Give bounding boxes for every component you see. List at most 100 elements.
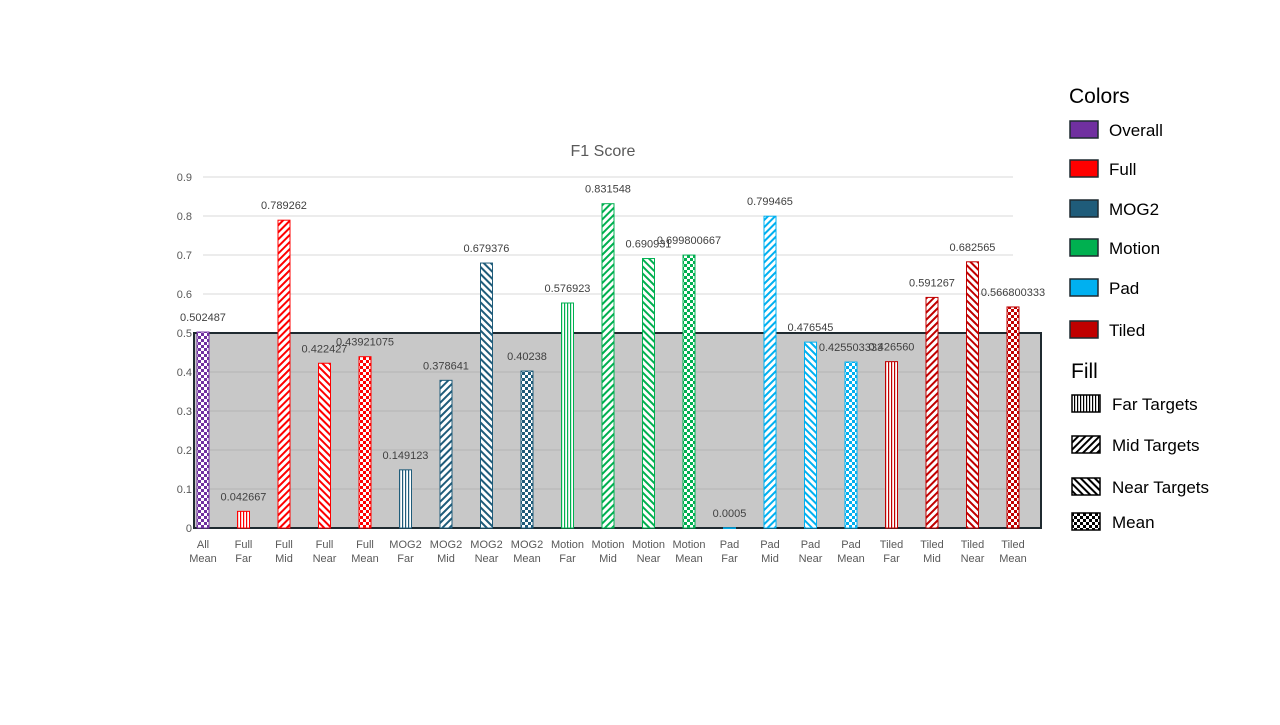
data-label: 0.426560 [869, 342, 915, 354]
y-tick-label: 0 [186, 523, 192, 535]
x-tick-label: Far [721, 553, 738, 565]
x-tick-label: Near [475, 553, 499, 565]
data-label: 0.690931 [626, 239, 672, 251]
data-label: 0.789262 [261, 200, 307, 212]
data-label: 0.799465 [747, 196, 793, 208]
x-tick-label: Mean [351, 553, 379, 565]
bar-pad-near [804, 341, 817, 529]
x-tick-label: Full [356, 539, 374, 551]
x-tick-label: Mid [761, 553, 779, 565]
x-tick-label: MOG2 [470, 539, 502, 551]
bar-tiled-mid [925, 296, 939, 529]
legend-label-full: Full [1109, 160, 1136, 179]
x-tick-label: Mean [999, 553, 1027, 565]
x-tick-label: Mid [599, 553, 617, 565]
legend-fill-swatch-mid [1071, 435, 1101, 454]
y-tick-label: 0.8 [177, 211, 192, 223]
x-tick-label: Full [275, 539, 293, 551]
legend-label-tiled: Tiled [1109, 321, 1145, 340]
data-label: 0.682565 [950, 242, 996, 254]
bar-motion-near [642, 258, 655, 529]
y-tick-label: 0.9 [177, 172, 192, 184]
data-label: 0.576923 [545, 283, 591, 295]
data-label: 0.378641 [423, 360, 469, 372]
legend-swatch-full [1069, 159, 1099, 178]
legend-swatch-pad [1069, 278, 1099, 297]
x-tick-label: Pad [801, 539, 821, 551]
x-tick-label: All [197, 539, 209, 551]
legend-swatch-mog2 [1069, 199, 1099, 218]
bar-pad-mean [844, 361, 858, 529]
x-tick-label: Near [961, 553, 985, 565]
x-tick-label: MOG2 [430, 539, 462, 551]
legend-label-motion: Motion [1109, 239, 1160, 258]
legend-colors-title: Colors [1069, 85, 1130, 108]
legend-fill-label-near: Near Targets [1112, 478, 1209, 497]
data-label: 0.0005 [713, 508, 747, 520]
data-label: 0.042667 [221, 491, 267, 503]
y-tick-label: 0.3 [177, 406, 192, 418]
legend-label-pad: Pad [1109, 279, 1139, 298]
x-tick-label: Near [313, 553, 337, 565]
y-tick-label: 0.6 [177, 289, 192, 301]
legend-fill-swatch-far [1071, 394, 1101, 413]
data-label: 0.149123 [383, 450, 429, 462]
legend-fill-swatch-mean [1071, 512, 1101, 531]
x-tick-label: Full [235, 539, 253, 551]
x-tick-label: Tiled [961, 539, 984, 551]
data-label: 0.502487 [180, 312, 226, 324]
legend-fill-label-far: Far Targets [1112, 395, 1198, 414]
data-label: 0.425503333 [819, 342, 883, 354]
bar-motion-mid [601, 203, 615, 529]
x-tick-label: Far [883, 553, 900, 565]
x-tick-label: Motion [551, 539, 584, 551]
bar-full-far [237, 510, 250, 529]
x-tick-label: Tiled [880, 539, 903, 551]
x-tick-label: Pad [841, 539, 861, 551]
data-label: 0.679376 [464, 243, 510, 255]
y-tick-label: 0.1 [177, 484, 192, 496]
x-tick-label: Tiled [1001, 539, 1024, 551]
bar-tiled-near [966, 261, 979, 529]
x-tick-label: Mean [837, 553, 865, 565]
legend-swatch-tiled [1069, 320, 1099, 339]
legend-label-overall: Overall [1109, 121, 1163, 140]
legend-label-mog2: MOG2 [1109, 200, 1159, 219]
bar-mog2-far [399, 469, 412, 529]
bar-pad-mid [763, 215, 777, 529]
x-axis-ticks: All Mean Full Far Full Mid Full Near Full Mean MOG… [189, 539, 1027, 565]
bars [196, 203, 1020, 529]
bar-full-near [318, 362, 331, 529]
bar-full-mean [358, 356, 372, 529]
x-tick-label: Far [397, 553, 414, 565]
bar-mog2-near [480, 262, 493, 529]
legend-swatch-overall [1069, 120, 1099, 139]
x-tick-label: Pad [720, 539, 740, 551]
data-label: 0.566800333 [981, 287, 1045, 299]
bar-full-mid [277, 219, 291, 529]
y-tick-label: 0.4 [177, 367, 192, 379]
threshold-band [193, 332, 1042, 529]
bar-tiled-mean [1006, 306, 1020, 529]
legend-swatch-motion [1069, 238, 1099, 257]
x-tick-label: Mean [513, 553, 541, 565]
x-tick-label: Motion [672, 539, 705, 551]
x-tick-label: Motion [591, 539, 624, 551]
data-label: 0.591267 [909, 277, 955, 289]
x-tick-label: Motion [632, 539, 665, 551]
y-axis-ticks: 0 0.1 0.2 0.3 0.4 0.5 0.6 0.7 0.8 0.9 [177, 172, 1040, 535]
x-tick-label: MOG2 [389, 539, 421, 551]
y-tick-label: 0.2 [177, 445, 192, 457]
data-label: 0.831548 [585, 184, 631, 196]
x-tick-label: Pad [760, 539, 780, 551]
x-tick-label: Mid [923, 553, 941, 565]
x-tick-label: Full [316, 539, 334, 551]
x-tick-label: Near [799, 553, 823, 565]
chart-title: F1 Score [571, 143, 636, 160]
bar-pad-far [723, 527, 736, 529]
x-tick-label: Near [637, 553, 661, 565]
x-tick-label: Far [559, 553, 576, 565]
legend-fill-swatch-near [1071, 477, 1101, 496]
